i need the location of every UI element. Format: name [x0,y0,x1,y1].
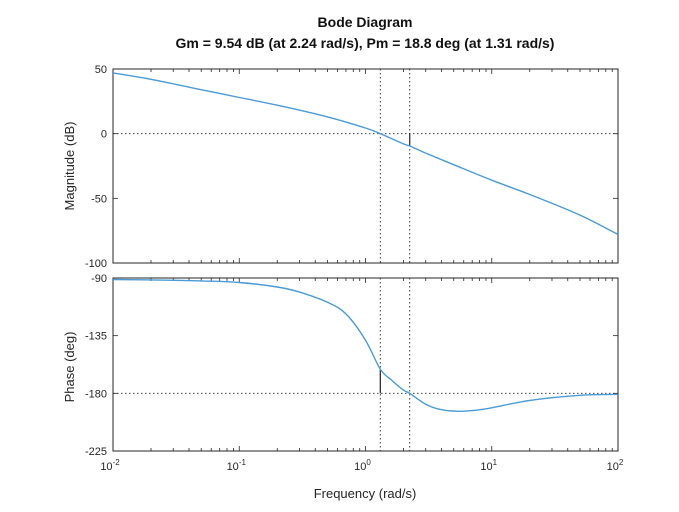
x-tick-exponent: -2 [113,458,121,467]
x-tick-label: 102 [607,458,624,473]
phase-y-tick-label: -180 [85,388,107,400]
x-tick-exponent: -1 [239,458,247,467]
x-tick-exponent: 2 [619,458,624,467]
magnitude-panel: 50 0 -50 -100 [85,64,619,270]
x-tick-exponent: 1 [493,458,498,467]
chart-title: Bode Diagram [318,14,413,30]
x-tick-label: 10-1 [227,458,247,473]
x-tick-exponent: 0 [366,458,371,467]
magnitude-y-tick-label: 0 [101,129,107,141]
phase-y-tick-label: -225 [85,446,107,458]
magnitude-y-tick-label: -50 [91,193,107,205]
phase-axis-label: Phase (deg) [62,332,77,403]
phase-axes-box [112,277,619,452]
x-tick-label: 101 [480,458,497,473]
magnitude-axis-label: Magnitude (dB) [62,122,77,211]
magnitude-axes-box [112,68,619,264]
x-tick-label: 100 [354,458,371,473]
phase-series-line [112,278,619,413]
phase-y-tick-label: -90 [91,273,107,285]
x-tick-labels: 10-2 10-1 100 101 102 [100,458,624,473]
phase-panel: -90 -135 -180 -225 [85,273,619,458]
chart-subtitle: Gm = 9.54 dB (at 2.24 rad/s), Pm = 18.8 … [176,35,555,51]
magnitude-y-tick-label: 50 [95,64,107,76]
phase-y-tick-label: -135 [85,331,107,343]
magnitude-y-tick-label: -100 [85,258,107,270]
x-tick-label: 10-2 [100,458,120,473]
magnitude-series-line [112,72,619,236]
x-axis-label: Frequency (rad/s) [314,486,417,501]
